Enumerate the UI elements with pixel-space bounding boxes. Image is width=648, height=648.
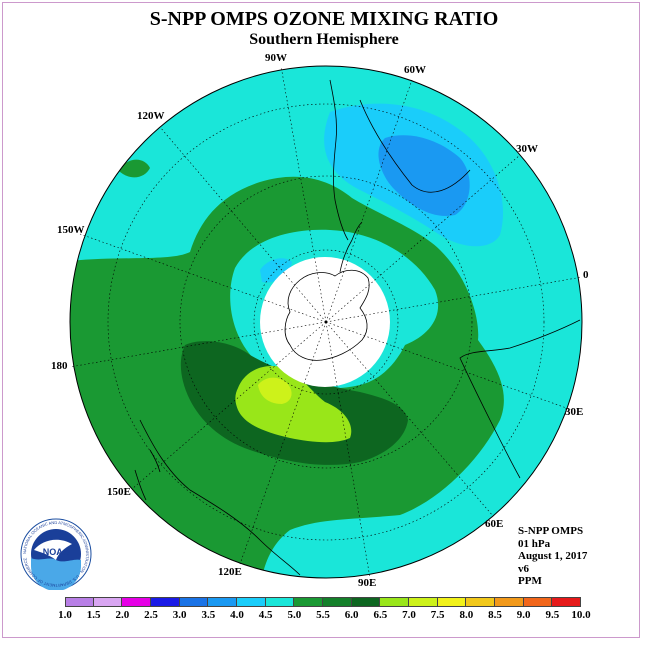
lon-label-120w: 120W bbox=[137, 110, 165, 122]
colorbar bbox=[65, 597, 581, 607]
info-version: v6 bbox=[518, 562, 529, 575]
colorbar-swatch bbox=[93, 597, 123, 607]
colorbar-swatch bbox=[351, 597, 381, 607]
colorbar-swatch bbox=[380, 597, 409, 607]
colorbar-tick-label: 6.0 bbox=[344, 609, 359, 621]
ozone-field bbox=[70, 66, 582, 578]
globe-outline bbox=[69, 65, 583, 579]
colorbar-swatch bbox=[150, 597, 180, 607]
colorbar-swatch bbox=[208, 597, 237, 607]
lon-label-150w: 150W bbox=[57, 224, 85, 236]
south-pole-marker bbox=[324, 320, 328, 324]
antarctica-coastline bbox=[284, 269, 370, 361]
colorbar-tick-label: 7.5 bbox=[430, 609, 445, 621]
ozone-level-7-0 bbox=[258, 377, 292, 404]
africa-coastline bbox=[459, 319, 581, 479]
page-title: S-NPP OMPS OZONE MIXING RATIO bbox=[149, 8, 499, 30]
page-frame bbox=[2, 2, 640, 638]
colorbar-swatch bbox=[294, 597, 323, 607]
colorbar-border bbox=[65, 597, 581, 607]
lon-label-90w: 90W bbox=[265, 52, 287, 64]
colorbar-swatch bbox=[236, 597, 266, 607]
page-subtitle: Southern Hemisphere bbox=[249, 31, 399, 48]
lon-label-180: 180 bbox=[51, 360, 68, 372]
info-pressure-level: 01 hPa bbox=[518, 537, 551, 550]
colorbar-tick-label: 3.0 bbox=[172, 609, 187, 621]
colorbar-swatch bbox=[466, 597, 495, 607]
latitude-circles bbox=[107, 103, 545, 541]
colorbar-tick-label: 3.5 bbox=[201, 609, 216, 621]
south-america-coastline bbox=[329, 79, 471, 241]
colorbar-swatch bbox=[523, 597, 553, 607]
colorbar-swatch bbox=[122, 597, 151, 607]
antarctic-peninsula bbox=[339, 221, 363, 273]
colorbar-tick-label: 5.5 bbox=[316, 609, 330, 621]
colorbar-tick-label: 2.0 bbox=[115, 609, 130, 621]
colorbar-tick-label: 6.5 bbox=[373, 609, 388, 621]
colorbar-tick-label: 1.5 bbox=[86, 609, 101, 621]
australia-coastline bbox=[139, 419, 301, 576]
info-date: August 1, 2017 bbox=[518, 550, 588, 562]
colorbar-swatch bbox=[265, 597, 295, 607]
info-block: S-NPP OMPS 01 hPa August 1, 2017 v6 PPM bbox=[518, 525, 587, 588]
colorbar-swatch bbox=[179, 597, 209, 607]
lon-label-90e: 90E bbox=[358, 577, 377, 589]
colorbar-tick-label: 8.5 bbox=[488, 609, 502, 621]
colorbar-swatch bbox=[65, 597, 94, 607]
colorbar-tick-label: 9.0 bbox=[516, 609, 531, 621]
ozone-level-4-0-patch bbox=[260, 258, 292, 283]
colorbar-tick-label: 9.5 bbox=[545, 609, 560, 621]
meridian-lines bbox=[69, 65, 583, 579]
colorbar-swatch bbox=[437, 597, 467, 607]
colorbar-tick-label: 1.0 bbox=[58, 609, 72, 621]
colorbar-swatch bbox=[322, 597, 352, 607]
colorbar-tick-label: 10.0 bbox=[571, 609, 591, 621]
lon-label-30e: 30E bbox=[565, 406, 584, 418]
lon-label-120e: 120E bbox=[218, 566, 242, 578]
colorbar-tick-label: 8.0 bbox=[459, 609, 474, 621]
ozone-level-5-0-patch bbox=[118, 159, 150, 178]
noaa-logo-text: NOAA bbox=[43, 547, 70, 557]
lon-label-60e: 60E bbox=[485, 518, 504, 530]
info-units: PPM bbox=[518, 575, 542, 587]
colorbar-tick-label: 4.5 bbox=[258, 609, 273, 621]
lon-label-30w: 30W bbox=[516, 143, 538, 155]
colorbar-swatch bbox=[494, 597, 524, 607]
colorbar-swatch bbox=[408, 597, 438, 607]
colorbar-labels: 1.0 1.5 2.0 2.5 3.0 3.5 4.0 4.5 5.0 5.5 6.0 6.5 7.0 7… bbox=[0, 609, 648, 623]
ozone-level-3-5 bbox=[378, 135, 470, 216]
noaa-logo: NOAA NATIONAL OCEANIC AND ATMOSPHERIC AD… bbox=[20, 518, 92, 590]
colorbar-swatch bbox=[552, 597, 581, 607]
info-instrument: S-NPP OMPS bbox=[518, 525, 584, 537]
colorbar-tick-label: 5.0 bbox=[287, 609, 302, 621]
colorbar-tick-label: 7.0 bbox=[402, 609, 416, 621]
colorbar-tick-label: 4.0 bbox=[230, 609, 244, 621]
lon-label-150e: 150E bbox=[107, 486, 131, 498]
colorbar-tick-label: 2.5 bbox=[144, 609, 158, 621]
lon-label-0: 0 bbox=[583, 269, 589, 281]
lon-label-60w: 60W bbox=[404, 64, 426, 76]
